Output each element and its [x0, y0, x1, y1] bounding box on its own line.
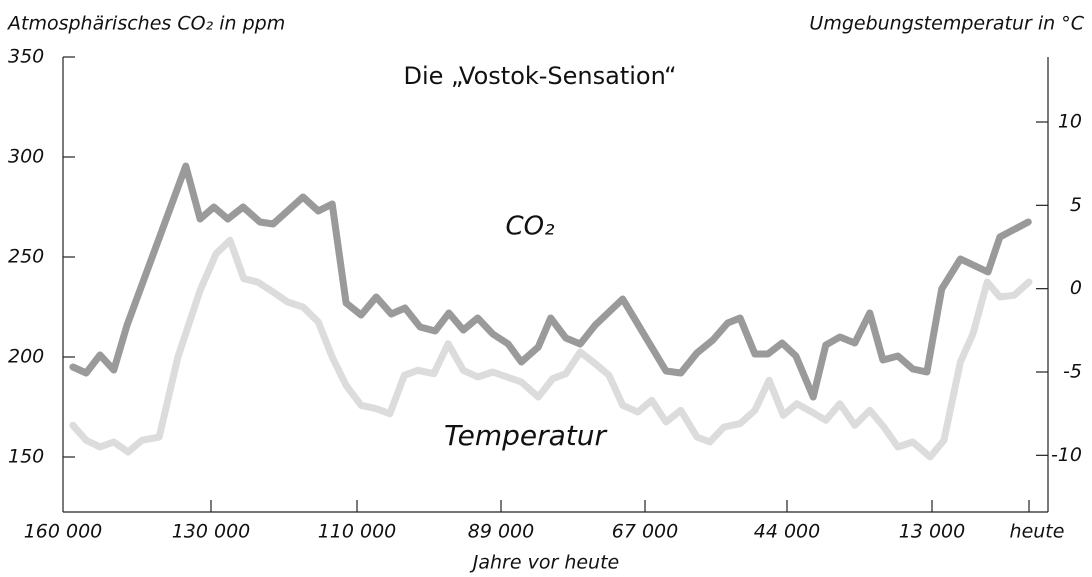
y-tick-label: 200 — [8, 346, 44, 368]
y-tick-label: 350 — [8, 46, 44, 68]
x-axis-title: Jahre vor heute — [469, 552, 619, 574]
x-tick-label: 110 000 — [318, 521, 397, 543]
chart-title: Die „Vostok-Sensation“ — [403, 62, 676, 90]
x-tick-label: heute — [1010, 521, 1065, 543]
y2-tick-label: 10 — [1058, 111, 1082, 133]
y-tick-label: 250 — [8, 246, 44, 268]
y2-tick-label: 0 — [1070, 277, 1082, 299]
x-tick-label: 44 000 — [754, 521, 820, 543]
y2-tick-label: 5 — [1070, 194, 1082, 216]
x-tick-label: 89 000 — [468, 521, 534, 543]
y-tick-label: 150 — [8, 446, 44, 468]
y-tick-label: 300 — [8, 146, 44, 168]
annotation: Temperatur — [444, 419, 608, 452]
data-line — [69, 162, 1032, 401]
y-axis-title: Atmosphärisches CO₂ in ppm — [6, 13, 285, 35]
y2-tick-label: -10 — [1051, 444, 1082, 466]
x-tick-label: 67 000 — [612, 521, 678, 543]
x-tick-label: 13 000 — [899, 521, 965, 543]
y2-axis-title: Umgebungstemperatur in °C — [809, 13, 1084, 35]
x-tick-label: 130 000 — [172, 521, 251, 543]
y2-tick-label: -5 — [1063, 361, 1082, 383]
data-line — [69, 236, 1033, 461]
annotation: CO₂ — [505, 212, 554, 242]
x-tick-label: 160 000 — [24, 521, 103, 543]
